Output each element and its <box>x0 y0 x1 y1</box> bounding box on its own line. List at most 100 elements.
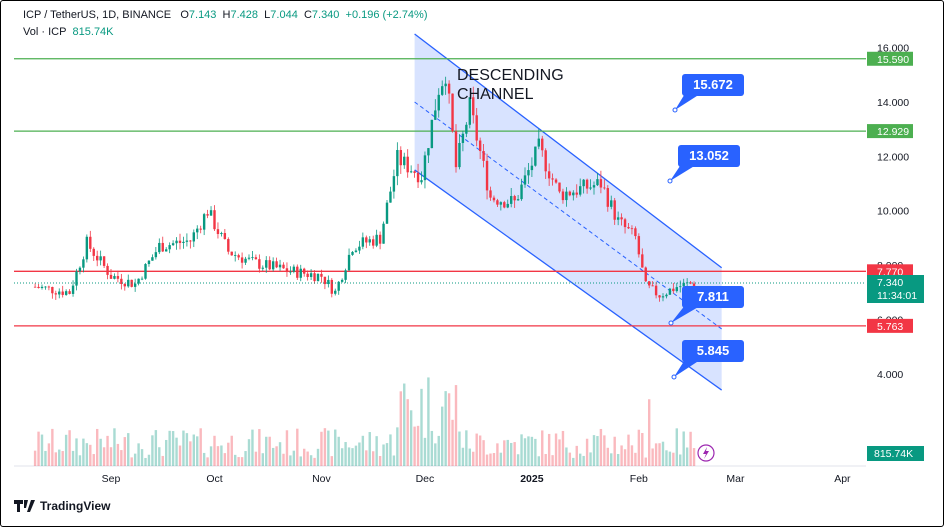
candle <box>289 271 292 273</box>
volume-bar <box>682 431 685 466</box>
volume-bar <box>482 440 485 466</box>
candle <box>506 203 509 208</box>
candle <box>158 242 161 253</box>
volume-bar <box>444 391 447 466</box>
x-tick-label: Dec <box>416 473 435 485</box>
callout-pointer <box>671 304 700 323</box>
candle <box>51 286 54 294</box>
volume-bar <box>420 388 423 466</box>
volume-bar <box>558 439 561 466</box>
volume-bar <box>375 436 378 466</box>
callout-anchor <box>671 374 677 380</box>
price-tag-label: 15.590 <box>877 54 909 66</box>
volume-bar <box>454 385 458 466</box>
candle <box>185 240 189 242</box>
volume-bar <box>361 435 365 466</box>
candle <box>437 94 440 111</box>
volume-bar <box>485 454 489 466</box>
candle <box>327 279 330 285</box>
volume-bar <box>64 434 68 466</box>
volume-bar <box>654 443 658 466</box>
volume-bar <box>582 455 585 466</box>
volume-bar <box>496 443 499 466</box>
volume-bar <box>140 449 144 466</box>
candle <box>340 279 344 282</box>
candle <box>303 268 306 274</box>
symbol-label[interactable]: ICP / TetherUS, 1D, BINANCE <box>23 9 172 21</box>
candle <box>489 190 492 198</box>
x-tick-label: Oct <box>206 473 222 485</box>
volume-bar <box>168 430 171 466</box>
candle <box>441 86 444 95</box>
volume-bar <box>265 436 268 466</box>
y-tick-label: 12.000 <box>877 151 909 163</box>
volume-bar <box>447 393 451 466</box>
volume-bar <box>44 450 47 466</box>
candle <box>292 266 296 272</box>
volume-bar <box>82 438 85 466</box>
volume-bar <box>423 437 427 466</box>
candle <box>492 197 496 201</box>
candle <box>654 285 658 296</box>
candle <box>551 178 554 180</box>
volume-bar <box>613 436 616 466</box>
callout-label: 15.672 <box>693 77 733 92</box>
x-tick-label: Apr <box>834 473 851 485</box>
change-value: +0.196 (+2.74%) <box>345 9 428 21</box>
volume-bar <box>220 445 223 466</box>
volume-bar <box>330 456 333 466</box>
price-tag-label: 12.929 <box>877 126 909 138</box>
volume-bar <box>551 455 554 466</box>
volume-bar <box>299 456 302 466</box>
candle <box>323 276 327 285</box>
volume-bar <box>89 444 92 466</box>
volume-bar <box>399 391 402 466</box>
candle <box>689 282 692 284</box>
candle <box>171 243 175 246</box>
volume-bar <box>554 433 558 466</box>
volume-bar <box>575 445 578 466</box>
candle <box>47 286 51 288</box>
volume-bar <box>451 419 454 466</box>
candle <box>237 255 240 258</box>
candle <box>54 293 57 295</box>
volume-bar <box>285 430 289 466</box>
volume-bar <box>165 439 168 466</box>
volume-bar <box>516 454 520 466</box>
volume-bar <box>506 439 509 466</box>
volume-bar <box>672 452 675 466</box>
candle <box>368 239 371 243</box>
volume-bar <box>240 457 244 466</box>
tv-logo-icon <box>14 500 35 512</box>
candle <box>209 210 213 216</box>
x-axis: Sep Oct Nov Dec 2025 Feb Mar Apr <box>102 473 851 485</box>
volume-bar <box>458 431 461 466</box>
candle <box>627 227 630 229</box>
volume-bar <box>468 448 471 466</box>
candle <box>499 202 503 205</box>
volume-bar <box>337 436 340 466</box>
candle <box>309 273 313 277</box>
candle <box>472 97 475 116</box>
candle <box>513 196 516 201</box>
volume-bar <box>392 455 396 466</box>
callout-anchor <box>672 107 678 113</box>
volume-bar <box>403 383 406 466</box>
tradingview-logo[interactable]: TradingView <box>14 499 110 513</box>
callout-box <box>682 286 744 308</box>
volume-bar <box>175 437 178 466</box>
candle <box>465 124 468 134</box>
candle <box>413 171 416 173</box>
volume-bar <box>565 447 568 466</box>
volume-tag <box>867 446 924 461</box>
volume-bar <box>372 451 375 466</box>
candle <box>271 261 275 270</box>
candle <box>361 237 365 247</box>
volume-bar <box>644 457 647 466</box>
candle <box>416 172 420 183</box>
volume-bar <box>92 454 95 466</box>
candle <box>430 119 434 149</box>
descending-channel-fill <box>414 34 722 391</box>
